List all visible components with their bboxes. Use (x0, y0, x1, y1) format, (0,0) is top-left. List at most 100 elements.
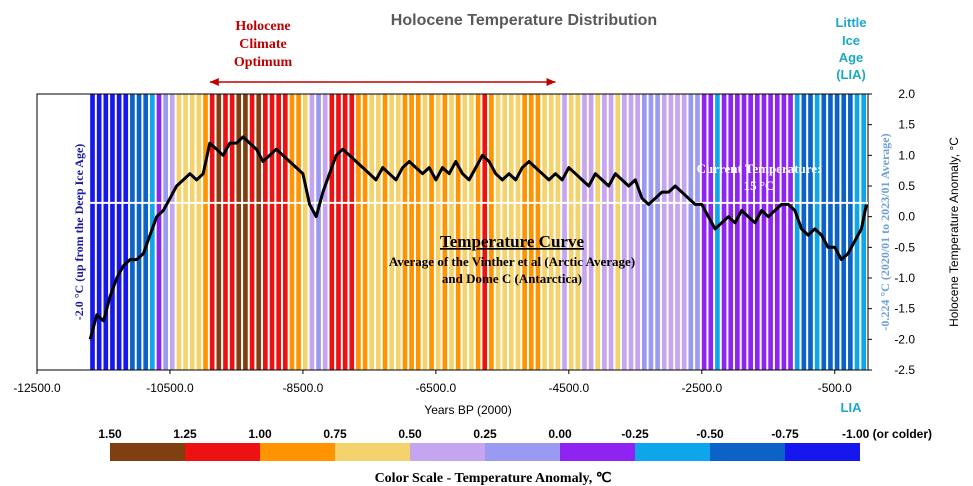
color-band (781, 94, 787, 370)
y-tick-label: 1.0 (898, 148, 915, 162)
color-scale-swatch (785, 443, 860, 461)
color-band (602, 94, 607, 370)
y-tick-label: -1.5 (894, 302, 915, 316)
color-band (136, 94, 142, 370)
current-temperature-label: Current Temperature: 15 °C (697, 161, 822, 193)
color-band (329, 94, 335, 370)
left-vertical-note: -2.0 °C (up from the Deep Ice Age) (72, 144, 86, 321)
color-scale-label: 0.75 (323, 427, 347, 441)
color-band (568, 94, 574, 370)
color-band (256, 94, 262, 370)
color-band (176, 94, 182, 370)
color-band (349, 94, 355, 370)
color-band (216, 94, 222, 370)
lia-line-1: Little (835, 15, 866, 30)
curve-subtitle-line-1: Average of the Vinther et al (Arctic Ave… (389, 254, 635, 269)
temperature-curve (88, 135, 868, 340)
color-band (475, 94, 481, 370)
color-band (249, 94, 255, 370)
holocene-optimum-line-3: Optimum (234, 55, 293, 70)
color-band (768, 94, 773, 370)
color-band (163, 94, 168, 370)
color-band (435, 94, 441, 370)
color-band (103, 94, 109, 370)
color-band (555, 94, 561, 370)
color-band (688, 94, 694, 370)
color-scale-label: 1.25 (173, 427, 197, 441)
color-band (588, 94, 594, 370)
color-band (794, 94, 800, 370)
color-band (495, 94, 501, 370)
color-scale-swatch (560, 443, 635, 461)
color-scale-label: -0.50 (696, 427, 724, 441)
color-band (183, 94, 188, 370)
color-band (356, 94, 361, 370)
color-band (628, 94, 634, 370)
color-band (289, 94, 295, 370)
color-band (695, 94, 700, 370)
color-band (223, 94, 228, 370)
color-band (582, 94, 587, 370)
color-scale-swatch (110, 443, 185, 461)
color-band (668, 94, 674, 370)
color-band (276, 94, 281, 370)
color-band (528, 94, 534, 370)
chart-title: Holocene Temperature Distribution (391, 12, 657, 29)
color-band (316, 94, 321, 370)
x-tick-label: -2500.0 (681, 381, 722, 395)
color-band (203, 94, 208, 370)
color-band (721, 94, 727, 370)
lia-line-2: Ice (842, 33, 860, 48)
color-band (309, 94, 315, 370)
color-band (641, 94, 647, 370)
color-band (608, 94, 614, 370)
color-scale-label: 0.25 (473, 427, 497, 441)
color-band (123, 94, 129, 370)
color-band (116, 94, 122, 370)
color-band (130, 94, 135, 370)
color-band (369, 94, 375, 370)
color-band (715, 94, 720, 370)
color-band (748, 94, 753, 370)
color-band (90, 94, 95, 370)
y-tick-label: -0.5 (894, 240, 915, 254)
color-band (402, 94, 408, 370)
color-scale-swatch (485, 443, 560, 461)
color-band (263, 94, 268, 370)
color-band (681, 94, 687, 370)
color-band (509, 94, 514, 370)
y-tick-label: 2.0 (898, 87, 915, 101)
color-scale-title: Color Scale - Temperature Anomaly, ℃ (375, 471, 612, 486)
color-band (322, 94, 328, 370)
color-band (455, 94, 461, 370)
lia-line-3: Age (839, 50, 864, 65)
color-scale-swatch (335, 443, 410, 461)
x-tick-label: -6500.0 (416, 381, 457, 395)
color-band (229, 94, 235, 370)
color-band (336, 94, 341, 370)
color-band (502, 94, 508, 370)
holocene-optimum-arrow (209, 78, 556, 86)
color-scale-label: 1.50 (98, 427, 122, 441)
arrow-head-right (546, 78, 556, 86)
color-scale-swatch (185, 443, 260, 461)
y-axis-ticks: 2.0 1.5 1.0 0.5 0.0 -0.5 -1.0 -1.5 -2.0 -2.5 (868, 87, 915, 377)
color-band (296, 94, 301, 370)
x-tick-label: -10500.0 (146, 381, 194, 395)
x-tick-label: -4500.0 (548, 381, 589, 395)
color-scale-swatch (635, 443, 710, 461)
color-band (754, 94, 760, 370)
x-tick-label: -500.0 (818, 381, 852, 395)
color-scale-label: 0.00 (548, 427, 572, 441)
color-band (389, 94, 394, 370)
color-band (821, 94, 827, 370)
y-tick-label: -2.0 (894, 332, 915, 346)
current-temperature-line-1: Current Temperature: (697, 161, 822, 176)
color-band (515, 94, 521, 370)
color-band (469, 94, 474, 370)
color-scale-label: -0.75 (771, 427, 799, 441)
color-band (655, 94, 660, 370)
color-band (828, 94, 833, 370)
y-tick-label: 0.0 (898, 210, 915, 224)
